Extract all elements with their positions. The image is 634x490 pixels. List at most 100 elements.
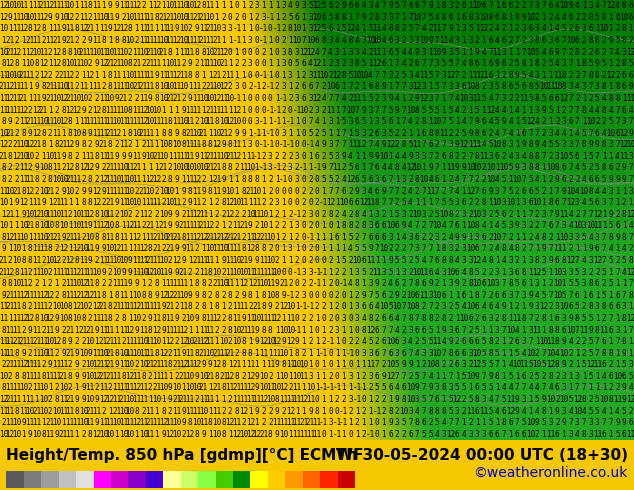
Text: 12: 12 [486, 105, 495, 115]
Text: 8: 8 [55, 395, 59, 404]
Text: 1: 1 [228, 105, 233, 115]
Text: 1: 1 [348, 129, 353, 138]
Text: 12: 12 [586, 360, 595, 369]
Text: 21: 21 [32, 140, 41, 149]
Text: 7: 7 [441, 117, 446, 126]
Text: 6: 6 [562, 175, 566, 184]
Text: 8: 8 [21, 256, 25, 265]
Text: 11: 11 [99, 152, 108, 161]
Text: 11: 11 [12, 325, 22, 335]
Text: 8: 8 [448, 210, 453, 219]
Text: -1: -1 [339, 407, 348, 416]
Text: 2: 2 [535, 13, 540, 22]
Text: 6: 6 [495, 430, 500, 439]
Text: 10: 10 [146, 117, 155, 126]
Text: 11: 11 [472, 71, 482, 80]
Text: 0: 0 [361, 395, 366, 404]
Text: 8: 8 [395, 163, 399, 172]
Text: 9: 9 [428, 279, 433, 288]
Text: 11: 11 [139, 256, 148, 265]
Text: 8: 8 [622, 24, 626, 33]
Text: 8: 8 [275, 395, 279, 404]
Text: 8: 8 [375, 198, 379, 207]
Text: 5: 5 [328, 175, 333, 184]
Text: 2: 2 [455, 129, 460, 138]
Text: 1: 1 [181, 175, 186, 184]
Text: 2: 2 [15, 117, 19, 126]
Text: 10: 10 [65, 187, 75, 196]
Text: 10: 10 [179, 13, 188, 22]
Text: 2: 2 [575, 175, 579, 184]
Text: 9: 9 [195, 314, 199, 323]
Text: 11: 11 [619, 152, 629, 161]
Text: 11: 11 [172, 279, 181, 288]
Text: 7: 7 [482, 372, 486, 381]
Text: 7: 7 [628, 175, 633, 184]
Text: 10: 10 [292, 372, 302, 381]
Text: 9: 9 [201, 360, 206, 369]
Text: 5: 5 [501, 395, 506, 404]
Text: 0: 0 [248, 48, 252, 57]
Text: 7: 7 [388, 187, 392, 196]
Text: 3: 3 [522, 291, 526, 300]
Text: 8: 8 [475, 221, 479, 230]
Text: 5: 5 [348, 233, 353, 242]
Text: 2: 2 [48, 129, 53, 138]
Text: 8: 8 [541, 233, 547, 242]
Text: 7: 7 [541, 221, 547, 230]
Text: 1: 1 [348, 291, 353, 300]
Text: 1: 1 [602, 152, 606, 161]
Text: 8: 8 [228, 140, 233, 149]
Text: 9: 9 [195, 372, 199, 381]
Text: 2: 2 [375, 94, 379, 103]
Text: 1: 1 [94, 71, 99, 80]
Text: 10: 10 [252, 187, 262, 196]
Text: 7: 7 [568, 59, 573, 68]
Text: 1: 1 [335, 24, 339, 33]
Text: 12: 12 [72, 302, 81, 311]
Text: 10: 10 [559, 349, 569, 358]
Text: 9: 9 [221, 175, 226, 184]
Text: 1: 1 [141, 198, 146, 207]
Text: 9: 9 [221, 140, 226, 149]
Text: 6: 6 [482, 314, 486, 323]
Text: 9: 9 [61, 36, 66, 45]
Text: 12: 12 [0, 140, 8, 149]
Text: 9: 9 [382, 372, 386, 381]
Text: 9: 9 [155, 291, 159, 300]
Text: 11: 11 [46, 117, 55, 126]
Text: 7: 7 [375, 105, 379, 115]
Text: 21: 21 [5, 36, 15, 45]
Text: 6: 6 [308, 82, 313, 91]
Text: 1: 1 [268, 1, 273, 10]
Text: 12: 12 [459, 140, 469, 149]
Text: 12: 12 [72, 291, 81, 300]
Text: 21: 21 [139, 129, 148, 138]
Text: 9: 9 [34, 82, 39, 91]
Text: 11: 11 [19, 268, 28, 277]
Text: 1: 1 [355, 152, 359, 161]
Text: 9: 9 [201, 187, 206, 196]
Text: 11: 11 [99, 48, 108, 57]
Text: 1: 1 [148, 163, 152, 172]
Text: 3: 3 [535, 105, 540, 115]
Text: 12: 12 [212, 94, 221, 103]
Text: 2: 2 [221, 325, 226, 335]
Text: 8: 8 [148, 245, 152, 253]
Text: 11: 11 [12, 13, 22, 22]
Text: 12: 12 [65, 71, 75, 80]
Text: 5: 5 [595, 407, 600, 416]
Text: 11: 11 [19, 82, 28, 91]
Text: 10: 10 [179, 1, 188, 10]
Text: 7: 7 [528, 314, 533, 323]
Text: 9: 9 [1, 291, 6, 300]
Text: 5: 5 [495, 210, 500, 219]
Text: 5: 5 [615, 430, 619, 439]
Text: 11: 11 [119, 245, 128, 253]
Text: 11: 11 [146, 24, 155, 33]
Text: 7: 7 [448, 418, 453, 427]
Text: 10: 10 [159, 210, 168, 219]
Text: 8: 8 [87, 175, 93, 184]
Text: 11: 11 [32, 13, 41, 22]
Text: 21: 21 [159, 221, 168, 230]
